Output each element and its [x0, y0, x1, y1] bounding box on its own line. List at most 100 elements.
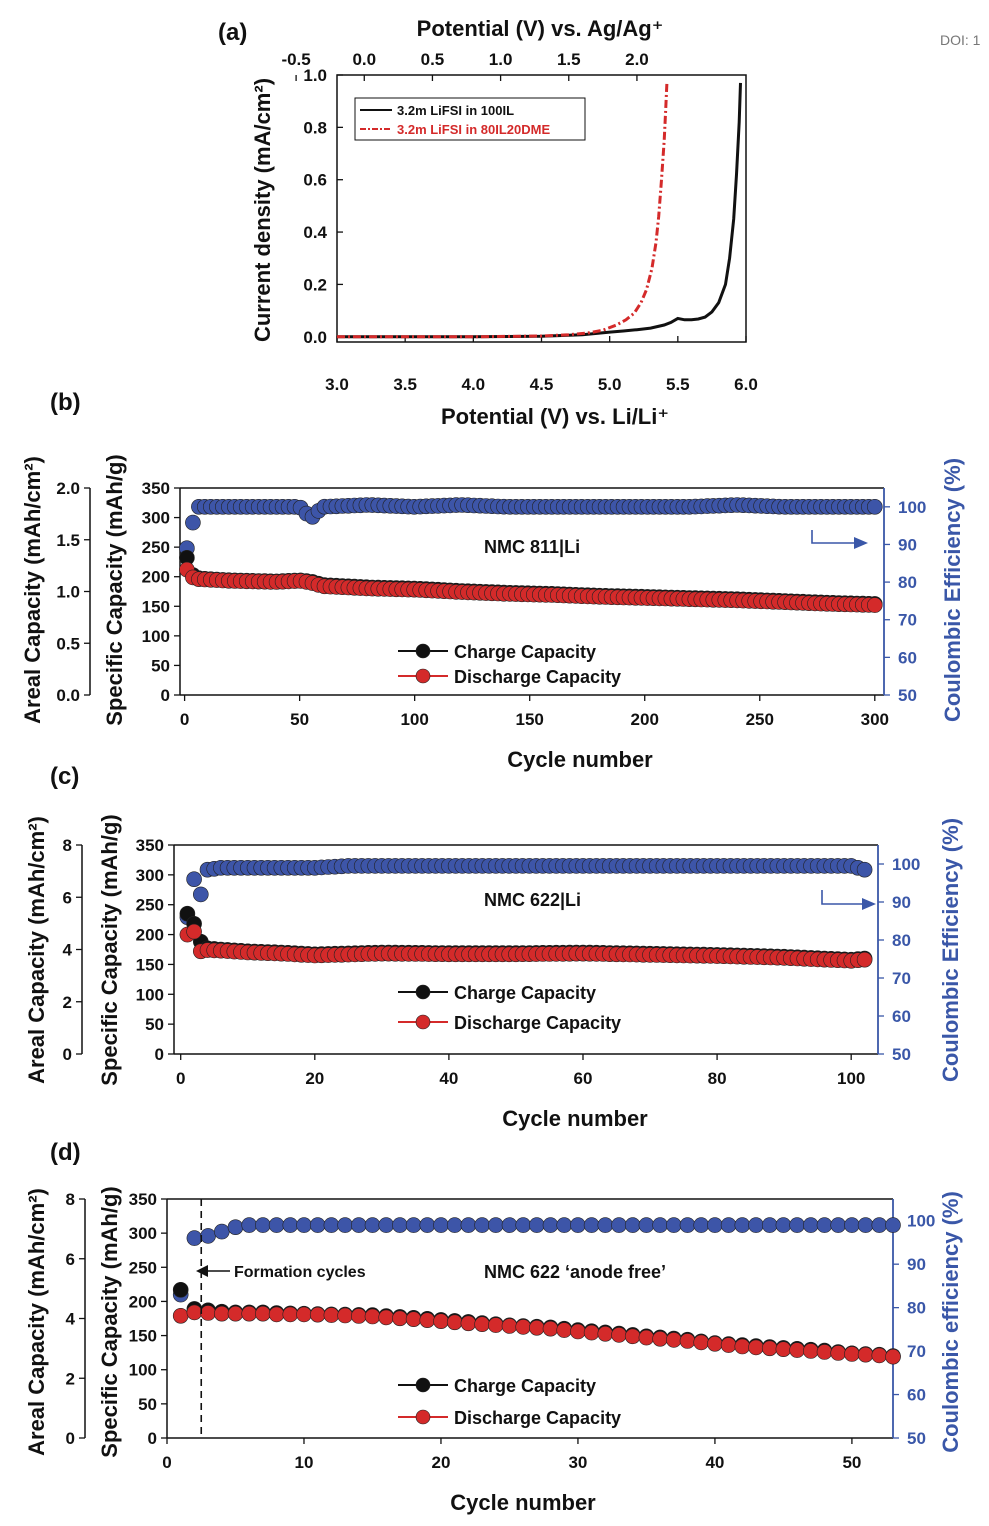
- y2-tick-label-c: 100: [892, 855, 920, 874]
- doi-text: DOI: 1: [940, 32, 981, 48]
- ce-marker-d: [323, 1217, 340, 1233]
- discharge-marker-d: [885, 1348, 901, 1365]
- discharge-marker-b: [866, 597, 883, 613]
- ce-marker-d: [885, 1217, 901, 1233]
- ce-marker-d: [214, 1223, 230, 1240]
- y-tick-label-a: 0.6: [303, 171, 327, 190]
- y2-tick-label-c: 50: [892, 1045, 911, 1064]
- ce-marker-b: [185, 514, 201, 531]
- ce-marker-d: [296, 1217, 312, 1233]
- discharge-marker-d: [748, 1339, 764, 1356]
- y-tick-label-a: 0.4: [303, 223, 327, 242]
- ce-marker-d: [802, 1217, 819, 1233]
- legend-marker-discharge-b: [415, 668, 431, 684]
- x-tick-label-d: 30: [568, 1453, 587, 1472]
- ce-arrow-line-c: [821, 890, 866, 905]
- right-axis-label-c: Coulombic Efficiency (%): [938, 818, 963, 1082]
- discharge-marker-d: [802, 1343, 819, 1359]
- panel-label-c: (c): [50, 763, 79, 790]
- x-tick-label-a: 3.5: [393, 375, 417, 394]
- ce-marker-d: [830, 1217, 847, 1233]
- discharge-marker-d: [528, 1320, 545, 1336]
- y2-tick-label-b: 90: [898, 535, 917, 554]
- y-tick-label-c: 350: [136, 836, 164, 855]
- y-tick-label-d: 0: [148, 1429, 157, 1448]
- ce-marker-d: [734, 1217, 751, 1233]
- ce-marker-d: [419, 1217, 436, 1233]
- discharge-marker-c: [856, 951, 873, 968]
- y-tick-label-b: 150: [142, 597, 170, 616]
- ce-marker-d: [583, 1217, 600, 1233]
- ce-marker-d: [528, 1217, 545, 1233]
- x-axis-label-a: Potential (V) vs. Li/Li⁺: [441, 404, 669, 429]
- ce-arrow-line-b: [811, 530, 858, 544]
- discharge-marker-d: [597, 1326, 614, 1342]
- top-axis-label-a: Potential (V) vs. Ag/Ag⁺: [417, 16, 664, 41]
- y-tick-label-c: 150: [136, 955, 164, 974]
- x-tick-label-a: 4.0: [462, 375, 486, 394]
- top-tick-label-a: -0.5: [281, 50, 310, 69]
- y2-tick-label-d: 100: [907, 1212, 935, 1231]
- discharge-marker-d: [830, 1345, 847, 1361]
- y-tick-label-b: 250: [142, 538, 170, 557]
- y-axis-label-b: Specific Capacity (mAh/g): [102, 454, 127, 725]
- ce-marker-b: [866, 498, 883, 515]
- ce-marker-d: [433, 1217, 449, 1233]
- ce-marker-d: [761, 1217, 778, 1233]
- x-tick-label-a: 5.5: [666, 375, 690, 394]
- x-tick-label-a: 3.0: [325, 375, 349, 394]
- areal-axis-label-b: Areal Capacity (mAh/cm²): [20, 456, 45, 724]
- x-tick-label-b: 50: [290, 710, 309, 729]
- areal-tick-label-c: 8: [63, 836, 72, 855]
- x-tick-label-d: 0: [162, 1453, 171, 1472]
- x-tick-label-b: 200: [631, 710, 659, 729]
- ce-marker-d: [200, 1228, 216, 1244]
- ce-marker-d: [282, 1217, 299, 1233]
- ce-marker-d: [227, 1219, 244, 1235]
- y-tick-label-c: 100: [136, 985, 164, 1004]
- discharge-marker-d: [296, 1306, 312, 1323]
- areal-axis-label-d: Areal Capacity (mAh/cm²): [24, 1188, 49, 1456]
- ce-marker-d: [748, 1217, 764, 1233]
- ce-marker-d: [378, 1217, 395, 1233]
- discharge-marker-c: [186, 923, 202, 940]
- y2-tick-label-b: 100: [898, 498, 926, 517]
- discharge-marker-d: [624, 1328, 641, 1345]
- legend-marker-charge-d: [415, 1377, 431, 1393]
- top-tick-label-a: 0.5: [421, 50, 445, 69]
- areal-tick-label-d: 4: [66, 1310, 76, 1329]
- y2-tick-label-b: 50: [898, 686, 917, 705]
- y-tick-label-b: 300: [142, 509, 170, 528]
- ce-marker-d: [487, 1217, 504, 1233]
- y-tick-label-d: 50: [138, 1395, 157, 1414]
- discharge-marker-d: [378, 1309, 395, 1326]
- ce-marker-d: [693, 1217, 710, 1233]
- legend-marker-discharge-d: [415, 1409, 431, 1425]
- discharge-marker-d: [871, 1347, 888, 1364]
- areal-tick-label-c: 4: [63, 941, 73, 960]
- areal-tick-label-d: 6: [66, 1250, 75, 1269]
- ce-marker-d: [624, 1217, 641, 1233]
- discharge-marker-d: [392, 1310, 408, 1327]
- x-tick-label-d: 50: [842, 1453, 861, 1472]
- discharge-marker-d: [638, 1329, 655, 1346]
- areal-tick-label-b: 1.5: [56, 531, 80, 550]
- formation-label: Formation cycles: [234, 1264, 366, 1281]
- discharge-marker-d: [542, 1320, 559, 1337]
- ce-marker-d: [460, 1217, 477, 1233]
- y-tick-label-a: 0.0: [303, 328, 327, 347]
- panel-label-b: (b): [50, 389, 81, 416]
- x-axis-label-b: Cycle number: [507, 747, 653, 772]
- areal-tick-label-c: 2: [63, 993, 72, 1012]
- y2-tick-label-d: 70: [907, 1342, 926, 1361]
- y-tick-label-b: 200: [142, 568, 170, 587]
- ce-marker-d: [309, 1217, 326, 1233]
- areal-tick-label-c: 6: [63, 888, 72, 907]
- x-tick-label-d: 10: [295, 1453, 314, 1472]
- y-tick-label-d: 350: [129, 1190, 157, 1209]
- y-tick-label-d: 150: [129, 1327, 157, 1346]
- annotation-d: NMC 622 ‘anode free’: [484, 1262, 666, 1282]
- discharge-marker-d: [172, 1308, 189, 1324]
- discharge-marker-d: [734, 1338, 751, 1355]
- discharge-marker-d: [419, 1312, 436, 1328]
